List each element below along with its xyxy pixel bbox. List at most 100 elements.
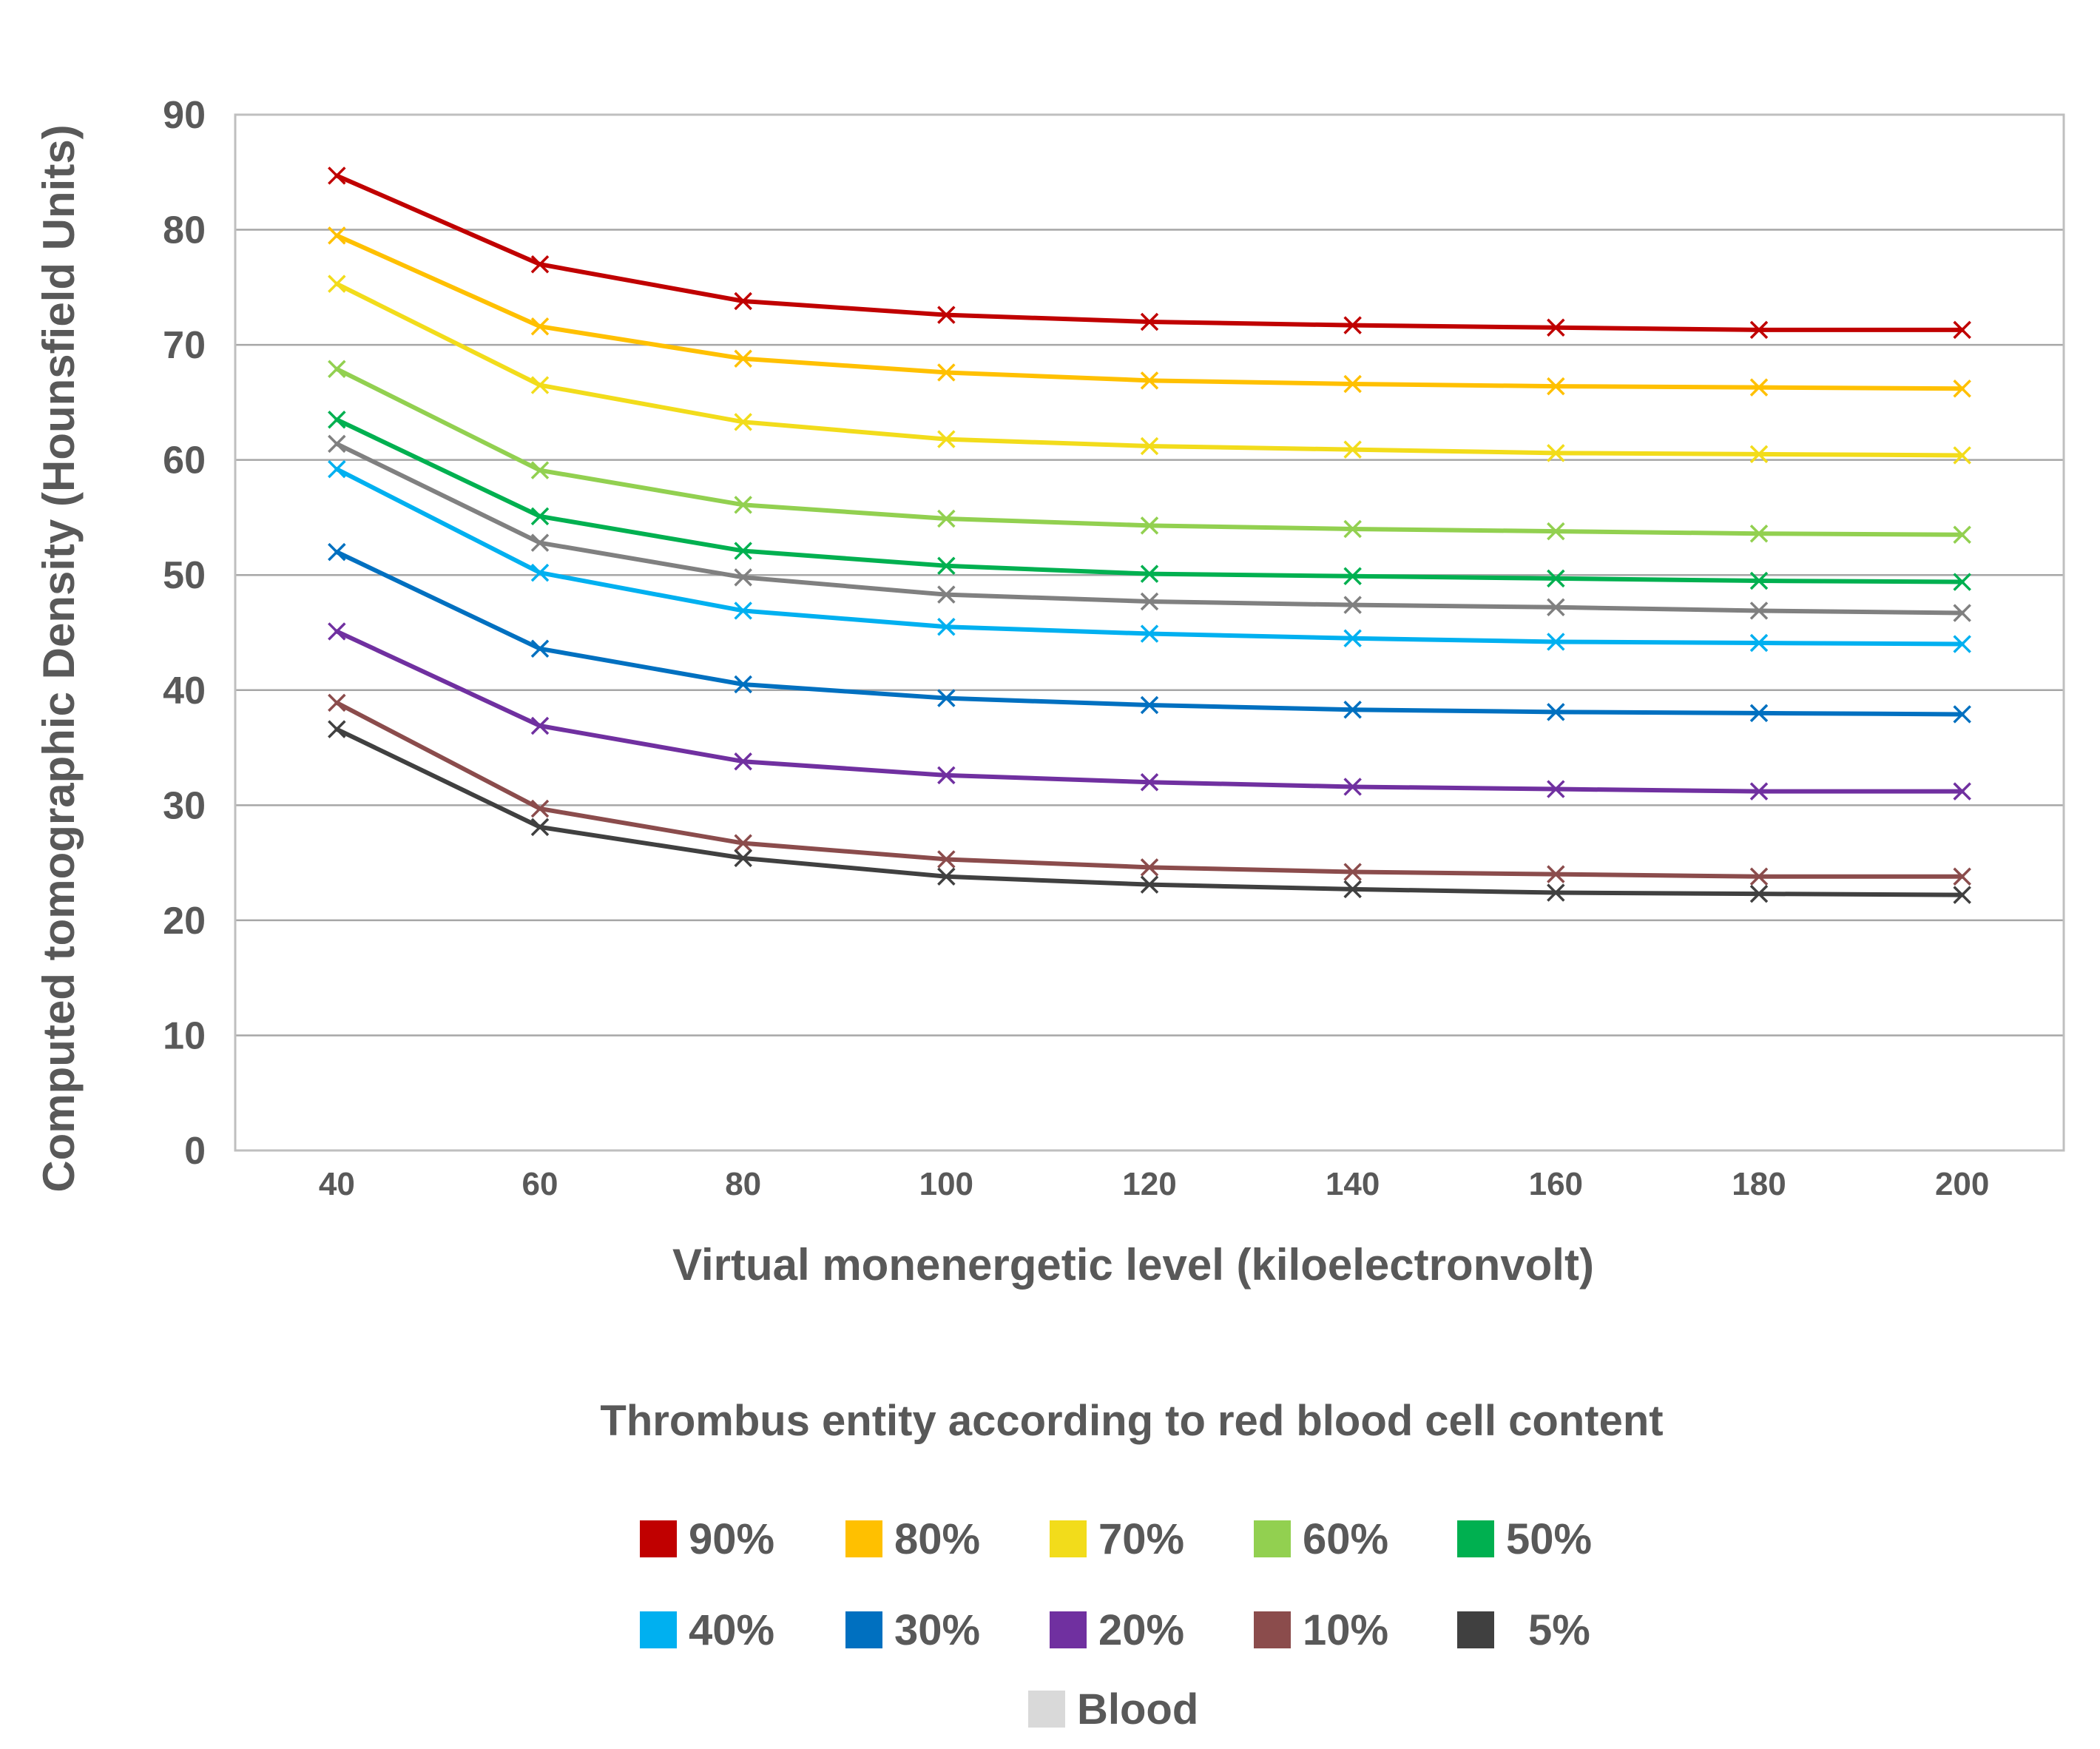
legend-swatch — [1457, 1520, 1494, 1557]
data-point-marker — [1140, 437, 1159, 456]
y-tick-label: 10 — [163, 1014, 206, 1057]
data-point-marker — [734, 834, 752, 852]
data-point-marker — [1343, 519, 1362, 539]
legend-item: 30% — [845, 1606, 980, 1654]
data-point-marker — [1547, 865, 1565, 883]
data-point-marker — [530, 818, 550, 837]
data-point-marker — [1547, 883, 1565, 902]
data-point-marker — [734, 349, 752, 368]
data-point-marker — [1547, 569, 1565, 588]
data-point-marker — [1343, 863, 1362, 881]
x-tick-labels: 40 60 80 100 120 140 160 180 200 — [319, 1166, 1990, 1202]
data-point-marker — [1749, 524, 1769, 543]
y-tick-label: 80 — [163, 209, 206, 252]
data-point-marker — [937, 430, 956, 448]
data-point-marker — [530, 716, 550, 735]
legend-swatch — [1254, 1611, 1291, 1648]
data-point-marker — [1547, 377, 1565, 396]
legend-label: 80% — [894, 1515, 980, 1563]
legend: 90% 80% 70% 60% 50% 40% 30% 20% 10% 5% Blood — [640, 1515, 1592, 1733]
legend-swatch — [845, 1520, 882, 1557]
legend-label: 40% — [689, 1606, 774, 1654]
data-point-marker — [1343, 567, 1362, 586]
data-point-marker — [937, 850, 956, 869]
data-point-marker — [1343, 440, 1362, 459]
x-tick-label: 120 — [1122, 1166, 1176, 1202]
series-line — [334, 281, 1965, 458]
series-5-percent — [328, 720, 1971, 904]
data-point-marker — [328, 459, 346, 479]
data-point-marker — [1953, 782, 1971, 801]
data-point-marker — [734, 675, 752, 694]
data-point-marker — [1343, 700, 1362, 719]
data-point-marker — [1140, 695, 1159, 715]
data-point-marker — [530, 317, 550, 336]
series-lines — [328, 166, 1971, 904]
legend-label: 70% — [1098, 1515, 1184, 1563]
x-tick-label: 140 — [1326, 1166, 1380, 1202]
series-blood — [328, 434, 1971, 622]
data-point-marker — [1749, 601, 1769, 620]
data-point-marker — [1547, 780, 1565, 798]
y-tick-label: 0 — [184, 1130, 206, 1173]
data-point-marker — [1749, 704, 1769, 723]
series-line — [334, 173, 1965, 332]
data-point-marker — [734, 413, 752, 431]
data-point-marker — [1953, 886, 1971, 904]
y-tick-label: 60 — [163, 439, 206, 482]
series-90-percent — [328, 166, 1971, 340]
legend-swatch — [640, 1520, 677, 1557]
data-point-marker — [530, 639, 550, 658]
legend-item: 60% — [1254, 1515, 1388, 1563]
data-point-marker — [328, 622, 346, 641]
data-point-marker — [1140, 371, 1159, 390]
data-point-marker — [937, 556, 956, 576]
x-tick-label: 100 — [919, 1166, 973, 1202]
x-tick-label: 60 — [522, 1166, 558, 1202]
data-point-marker — [937, 617, 956, 636]
legend-label: 10% — [1303, 1606, 1388, 1654]
data-point-marker — [1547, 703, 1565, 721]
series-20-percent — [328, 622, 1971, 801]
x-tick-label: 160 — [1529, 1166, 1583, 1202]
data-point-marker — [937, 306, 956, 324]
data-point-marker — [1547, 318, 1565, 337]
data-point-marker — [937, 585, 956, 604]
data-point-marker — [1749, 633, 1769, 653]
data-point-marker — [328, 720, 346, 738]
data-point-marker — [1749, 320, 1769, 340]
data-point-marker — [530, 461, 550, 479]
data-point-marker — [530, 799, 550, 818]
y-tick-label: 90 — [163, 94, 206, 137]
legend-item: 10% — [1254, 1606, 1388, 1654]
data-point-marker — [328, 542, 346, 562]
legend-item: 5% — [1457, 1606, 1590, 1654]
data-point-marker — [734, 568, 752, 587]
legend-label: 5% — [1528, 1606, 1590, 1654]
data-point-marker — [1953, 320, 1971, 340]
x-tick-label: 40 — [319, 1166, 355, 1202]
legend-item: 90% — [640, 1515, 774, 1563]
data-point-marker — [937, 867, 956, 886]
legend-swatch — [1254, 1520, 1291, 1557]
data-point-marker — [1343, 374, 1362, 394]
legend-label: 60% — [1303, 1515, 1388, 1563]
data-point-marker — [328, 434, 346, 454]
data-point-marker — [530, 533, 550, 552]
y-axis-title: Computed tomographic Density (Hounsfield… — [34, 124, 84, 1192]
data-point-marker — [1140, 516, 1159, 535]
legend-item: 40% — [640, 1606, 774, 1654]
data-point-marker — [1547, 522, 1565, 541]
data-point-marker — [937, 766, 956, 785]
data-point-marker — [937, 509, 956, 528]
data-point-marker — [1343, 880, 1362, 899]
legend-swatch — [640, 1611, 677, 1648]
legend-swatch — [1457, 1611, 1494, 1648]
data-point-marker — [1140, 565, 1159, 583]
data-point-marker — [1547, 633, 1565, 651]
data-point-marker — [1749, 782, 1769, 801]
data-point-marker — [1953, 446, 1971, 465]
data-point-marker — [1343, 596, 1362, 614]
data-point-marker — [1343, 316, 1362, 334]
